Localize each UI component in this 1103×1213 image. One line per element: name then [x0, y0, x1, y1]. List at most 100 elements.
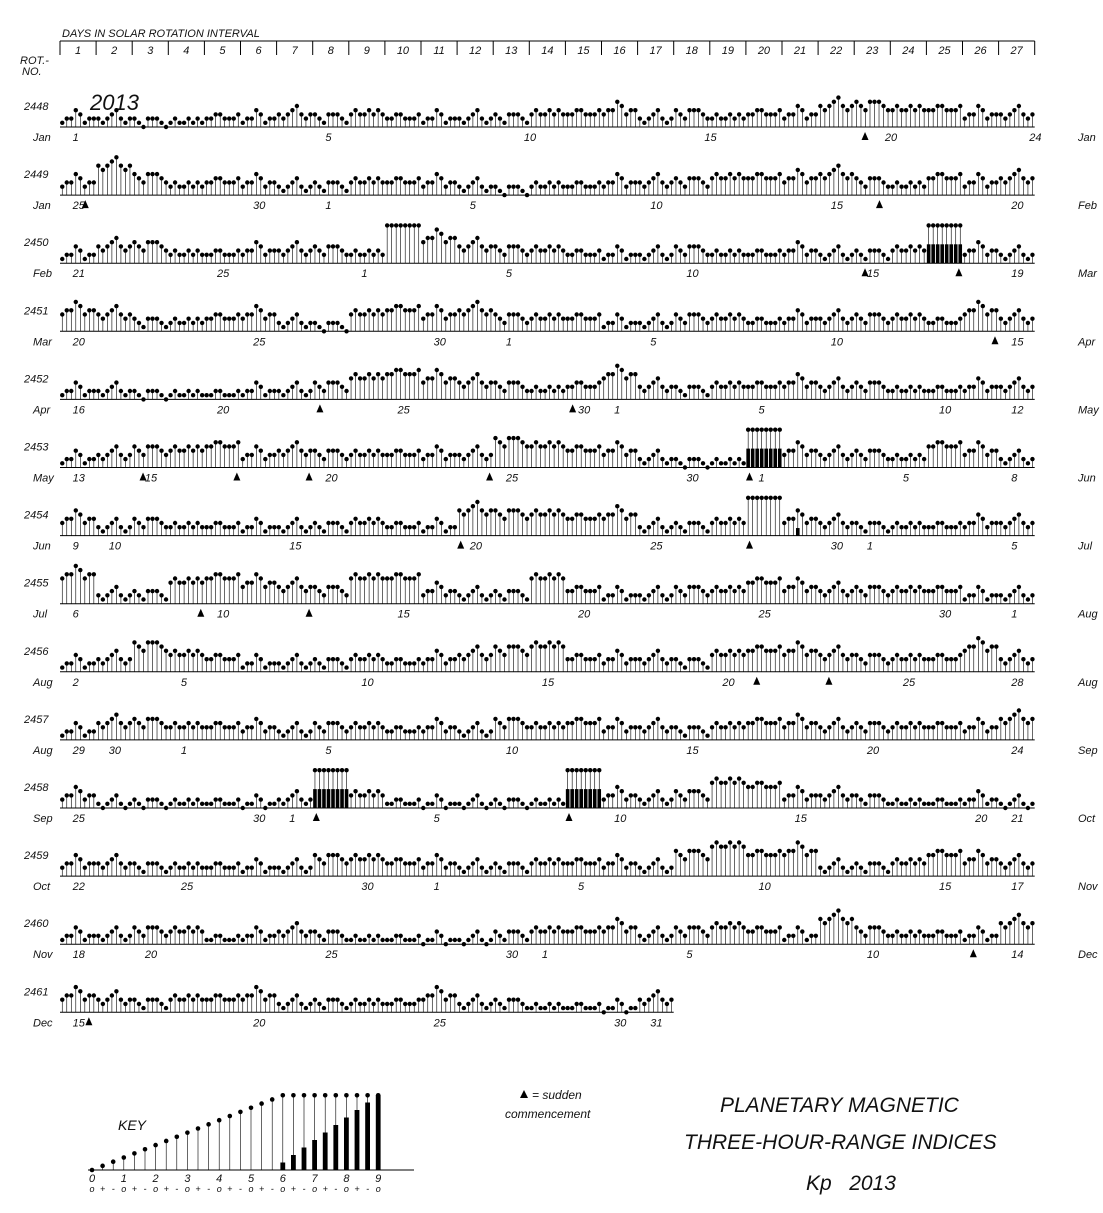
kp-point [186, 388, 191, 394]
kp-point [601, 729, 606, 734]
kp-point [533, 572, 539, 577]
kp-point [398, 520, 403, 526]
kp-point [876, 793, 882, 798]
kp-point [1012, 797, 1017, 802]
kp-point [506, 861, 512, 866]
kp-point [227, 801, 232, 806]
kp-point [60, 393, 65, 398]
kp-storm-bar [926, 244, 931, 264]
kp-point [926, 388, 931, 394]
kp-point [836, 163, 841, 168]
kp-point [615, 312, 620, 317]
kp-point [578, 584, 584, 590]
kp-point [488, 652, 494, 658]
kp-point [497, 648, 503, 653]
kp-point [669, 252, 674, 257]
kp-point [822, 388, 828, 394]
kp-point [994, 248, 999, 253]
kp-point [439, 308, 444, 313]
kp-point [700, 248, 706, 253]
kp-point [696, 456, 701, 462]
kp-point [236, 312, 241, 317]
kp-point [353, 448, 358, 453]
kp-point [840, 103, 846, 109]
kp-point [953, 108, 958, 113]
kp-point [190, 865, 196, 870]
kp-point [736, 516, 742, 521]
kp-point [967, 112, 972, 117]
kp-point [538, 861, 543, 866]
kp-point [588, 252, 593, 257]
kp-point [317, 725, 322, 730]
kp-point [962, 388, 967, 394]
kp-point [854, 380, 859, 385]
kp-point [348, 312, 354, 317]
kp-point [357, 857, 363, 862]
kp-point [795, 308, 800, 313]
kp-point [551, 801, 557, 806]
kp-point [64, 116, 69, 121]
kp-point [723, 116, 728, 121]
kp-point [994, 180, 999, 185]
kp-point [475, 444, 480, 449]
kp-point [876, 312, 882, 317]
date-label: 5 [325, 132, 332, 144]
kp-point [673, 520, 679, 526]
kp-point [335, 852, 340, 858]
kp-point [366, 720, 372, 726]
kp-point [199, 652, 205, 658]
kp-point [425, 525, 430, 530]
kp-point [804, 652, 810, 658]
kp-point [980, 108, 986, 113]
kp-point [994, 593, 999, 598]
kp-point [335, 112, 340, 117]
kp-point [813, 720, 819, 726]
kp-point [285, 448, 291, 453]
kp-point [380, 252, 385, 257]
kp-point [926, 223, 931, 228]
kp-point [421, 240, 426, 245]
kp-point [335, 180, 340, 185]
kp-point [912, 248, 918, 253]
kp-point [443, 456, 449, 462]
kp-point [998, 112, 1004, 117]
kp-point [628, 448, 634, 453]
kp-point [443, 240, 449, 245]
kp-point [691, 108, 697, 113]
kp-point [542, 725, 548, 730]
kp-point [619, 176, 625, 181]
kp-point [597, 652, 602, 658]
kp-point [858, 103, 864, 109]
kp-point [930, 108, 936, 113]
kp-point [949, 108, 954, 113]
kp-point [168, 120, 173, 126]
kp-point [944, 801, 949, 806]
kp-point [903, 456, 909, 462]
kp-point [371, 252, 376, 257]
rot-label-no: NO. [22, 66, 42, 78]
kp-point [588, 768, 593, 773]
kp-point [736, 776, 742, 781]
kp-point [344, 188, 349, 194]
kp-point [425, 588, 430, 594]
kp-point [669, 657, 674, 662]
kp-point [163, 397, 169, 402]
kp-point [348, 180, 354, 185]
kp-point [745, 580, 751, 585]
kp-point [885, 184, 891, 189]
kp-point [470, 504, 476, 509]
kp-point [655, 448, 661, 453]
kp-point [556, 572, 561, 577]
kp-point [249, 312, 254, 317]
kp-point [403, 525, 408, 530]
kp-point [980, 380, 986, 385]
kp-point [357, 657, 363, 662]
kp-point [949, 725, 954, 730]
kp-point [908, 720, 913, 726]
kp-point [69, 516, 74, 521]
kp-point [782, 652, 787, 658]
kp-point [217, 797, 223, 802]
kp-point [786, 720, 791, 726]
start-month: Apr [32, 404, 51, 416]
kp-point [551, 388, 557, 394]
